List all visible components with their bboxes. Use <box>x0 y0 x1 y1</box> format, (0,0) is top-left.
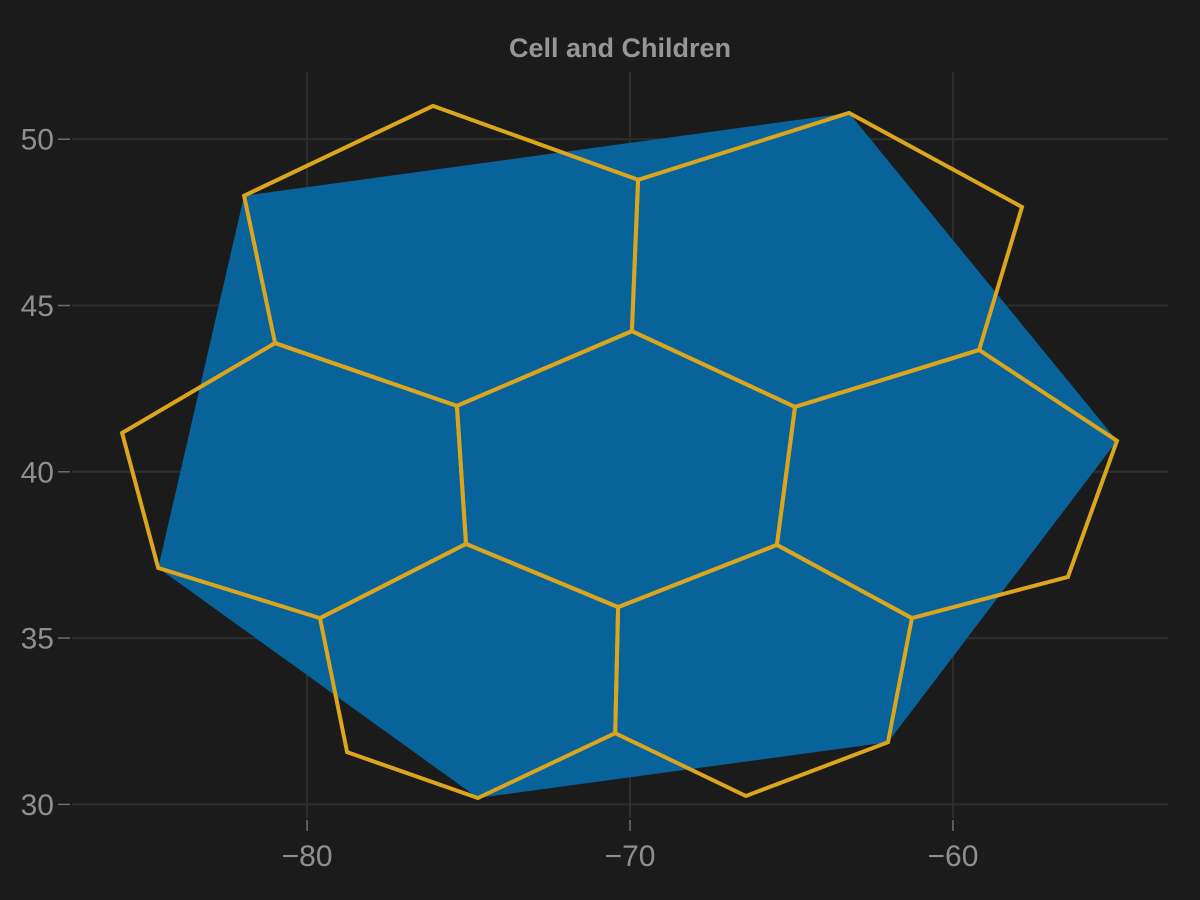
chart-title: Cell and Children <box>509 33 731 63</box>
x-tick-label: −70 <box>605 840 656 873</box>
y-tick-label: 30 <box>21 789 54 822</box>
y-tick-label: 35 <box>21 623 54 656</box>
y-tick-label: 45 <box>21 290 54 323</box>
x-tick-label: −80 <box>282 840 333 873</box>
x-tick-label: −60 <box>927 840 978 873</box>
y-tick-label: 50 <box>21 124 54 157</box>
child-cell-outline-w <box>119 340 469 621</box>
parent-cell-polygon <box>158 112 1117 798</box>
y-tick-label: 40 <box>21 456 54 489</box>
